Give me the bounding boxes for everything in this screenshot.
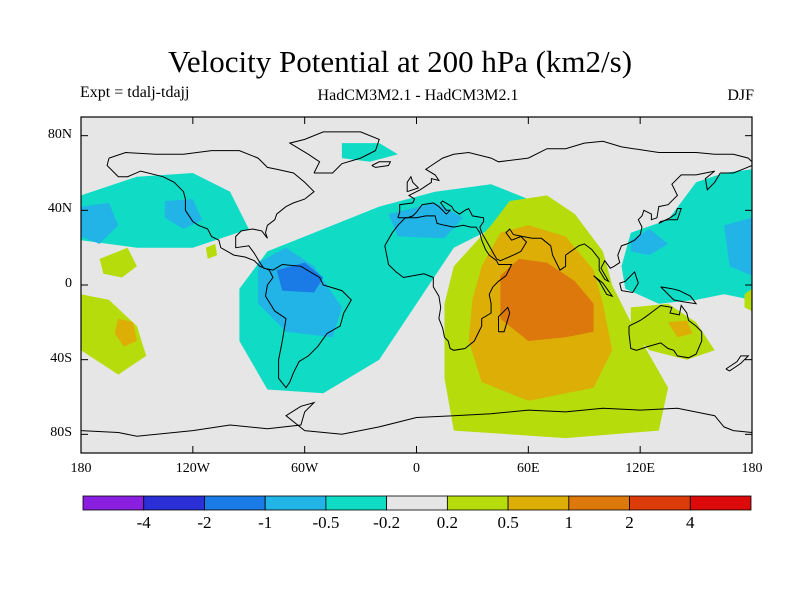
- contour-region-14: [81, 294, 147, 375]
- contour-region-15: [114, 318, 137, 347]
- colorbar-swatch-4: [325, 495, 388, 511]
- contour-region-7: [341, 143, 398, 162]
- colorbar-label-3: -0.5: [312, 513, 340, 532]
- coastline-1: [288, 131, 380, 174]
- colorbar-swatch-7: [507, 495, 570, 511]
- contour-region-10: [724, 217, 752, 276]
- colorbar-swatch-9: [629, 495, 691, 511]
- contour-region-17: [205, 243, 218, 259]
- colorbar-swatch-5: [386, 495, 448, 511]
- colorbar-label-0: -4: [136, 513, 151, 532]
- x-tick-label-4: 60E: [517, 461, 540, 476]
- coastline-3: [397, 140, 752, 218]
- colorbar-swatch-2: [204, 495, 266, 511]
- x-tick-label-3: 0: [413, 461, 420, 476]
- colorbar-label-6: 0.5: [497, 513, 519, 532]
- colorbar-swatch-0: [82, 495, 145, 511]
- colorbar-label-9: 4: [686, 513, 695, 532]
- x-tick-label-6: 180: [741, 461, 763, 476]
- y-tick-label-0: 80N: [47, 126, 72, 142]
- coastline-10: [658, 208, 682, 224]
- coastline-6: [628, 304, 703, 359]
- x-tick-label-2: 60W: [291, 461, 319, 476]
- colorbar-label-4: -0.2: [373, 513, 401, 532]
- coastline-9: [660, 286, 698, 305]
- contour-region-20: [744, 288, 752, 312]
- colorbar-label-8: 2: [625, 513, 634, 532]
- contour-region-9: [630, 229, 669, 256]
- chart-title: Velocity Potential at 200 hPa (km2/s): [167, 44, 633, 79]
- coastline-7: [593, 275, 614, 298]
- coastline-11: [498, 306, 511, 333]
- coastline-5: [384, 215, 513, 351]
- contour-region-3: [239, 184, 529, 394]
- y-tick-label-3: 40S: [50, 350, 72, 366]
- colorbar-swatch-1: [143, 495, 205, 511]
- contour-region-1: [81, 202, 119, 244]
- experiment-label: Expt = tdalj-tdajj: [80, 84, 190, 101]
- colorbar-label-7: 1: [564, 513, 574, 532]
- colorbar-label-1: -2: [197, 513, 212, 532]
- colorbar-swatch-3: [264, 495, 327, 511]
- contour-region-6: [276, 262, 324, 293]
- colorbar-label-2: -1: [258, 513, 273, 532]
- coastline-0: [106, 150, 352, 389]
- y-tick-label-1: 40N: [47, 201, 72, 217]
- coastline-14: [81, 401, 752, 437]
- x-tick-label-0: 180: [70, 461, 92, 476]
- contour-region-19: [668, 320, 693, 338]
- season-label: DJF: [727, 87, 754, 104]
- y-tick-label-4: 80S: [50, 425, 72, 441]
- coastline-13: [725, 355, 750, 372]
- colorbar-label-5: 0.2: [436, 513, 458, 532]
- contour-region-16: [99, 247, 137, 278]
- x-tick-label-5: 120E: [625, 461, 655, 476]
- coastline-4: [397, 165, 752, 283]
- contour-region-8: [621, 169, 752, 304]
- coastline-8: [619, 270, 639, 294]
- coastline-12: [406, 175, 420, 193]
- colorbar-swatch-10: [689, 495, 752, 511]
- x-tick-label-1: 120W: [175, 461, 210, 476]
- colorbar-swatch-6: [446, 495, 509, 511]
- model-label: HadCM3M2.1 - HadCM3M2.1: [317, 87, 519, 104]
- y-tick-label-2: 0: [65, 276, 72, 291]
- contour-region-13: [500, 258, 594, 341]
- colorbar-swatch-8: [568, 495, 630, 511]
- coastline-2: [371, 161, 392, 168]
